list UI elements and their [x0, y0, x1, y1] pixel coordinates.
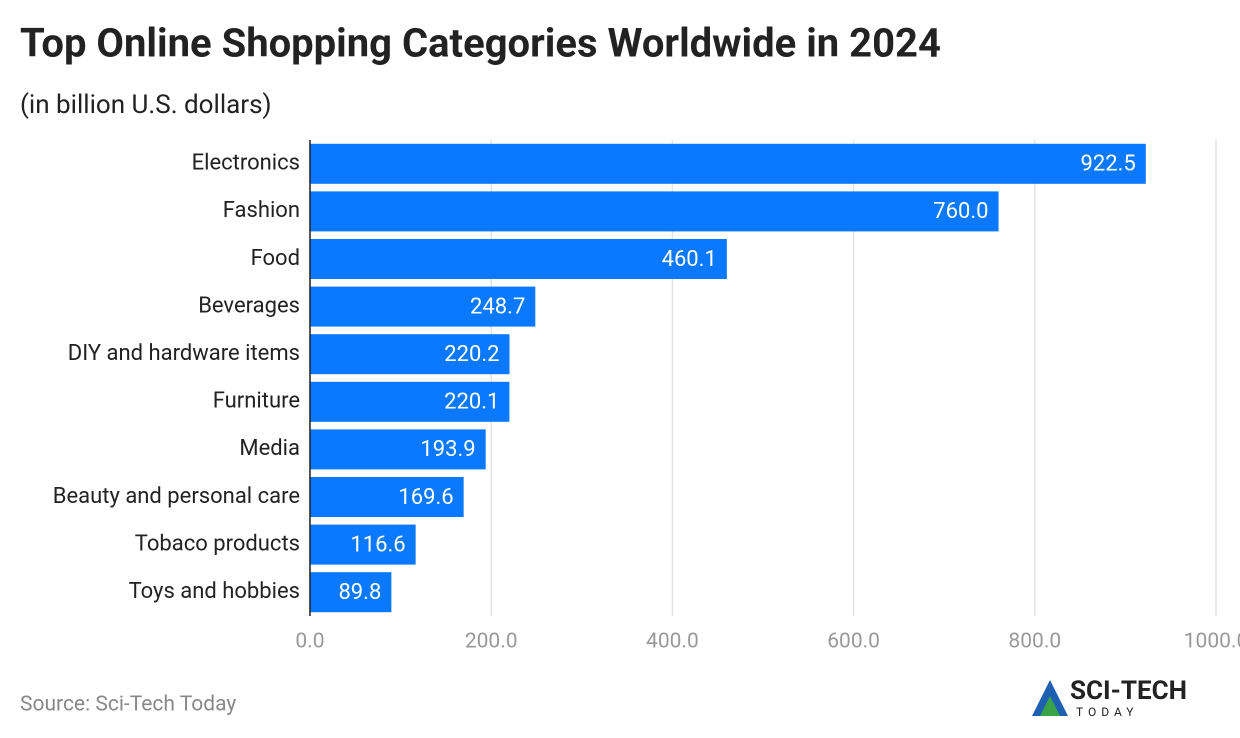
- y-tick-label: DIY and hardware items: [68, 341, 300, 366]
- bar: [310, 191, 999, 232]
- bar: [310, 429, 486, 470]
- value-label: 116.6: [350, 532, 405, 557]
- chart-subtitle: (in billion U.S. dollars): [20, 90, 272, 120]
- value-label: 460.1: [662, 247, 717, 272]
- x-tick-label: 200.0: [465, 630, 518, 654]
- y-tick-label: Tobaco products: [135, 531, 300, 556]
- source: Source: Sci-Tech Today: [20, 693, 236, 717]
- y-tick-label: Beauty and personal care: [53, 484, 300, 509]
- x-tick-label: 0.0: [295, 630, 324, 654]
- bar: [310, 334, 510, 375]
- y-tick-label: Fashion: [223, 198, 300, 223]
- logo-name: SCI-TECH: [1070, 676, 1187, 706]
- value-label: 922.5: [1081, 152, 1136, 177]
- logo-tagline: TODAY: [1076, 705, 1139, 719]
- bar: [310, 572, 392, 613]
- value-label: 760.0: [933, 199, 988, 224]
- value-label: 220.2: [444, 342, 499, 367]
- y-tick-label: Media: [239, 436, 300, 461]
- x-tick-label: 800.0: [1008, 630, 1061, 654]
- y-tick-label: Electronics: [192, 151, 300, 176]
- value-label: 248.7: [470, 294, 525, 319]
- x-tick-label: 400.0: [646, 630, 699, 654]
- y-tick-label: Beverages: [198, 293, 300, 318]
- bar: [310, 524, 416, 565]
- x-tick-label: 600.0: [827, 630, 880, 654]
- value-label: 169.6: [398, 485, 453, 510]
- value-label: 193.9: [420, 437, 475, 462]
- y-tick-label: Furniture: [213, 389, 300, 414]
- bar: [310, 286, 536, 327]
- value-label: 220.1: [444, 390, 499, 415]
- x-tick-label: 1000.0: [1184, 630, 1240, 654]
- logo-icon: [1040, 696, 1060, 716]
- y-tick-label: Food: [251, 246, 300, 271]
- y-tick-label: Toys and hobbies: [129, 579, 300, 604]
- chart-title: Top Online Shopping Categories Worldwide…: [20, 20, 941, 67]
- value-label: 89.8: [338, 580, 381, 605]
- bar: [310, 143, 1146, 184]
- logo: SCI-TECH TODAY: [1032, 676, 1187, 719]
- bar: [310, 477, 464, 517]
- bar: [310, 381, 510, 422]
- bar: [310, 239, 727, 279]
